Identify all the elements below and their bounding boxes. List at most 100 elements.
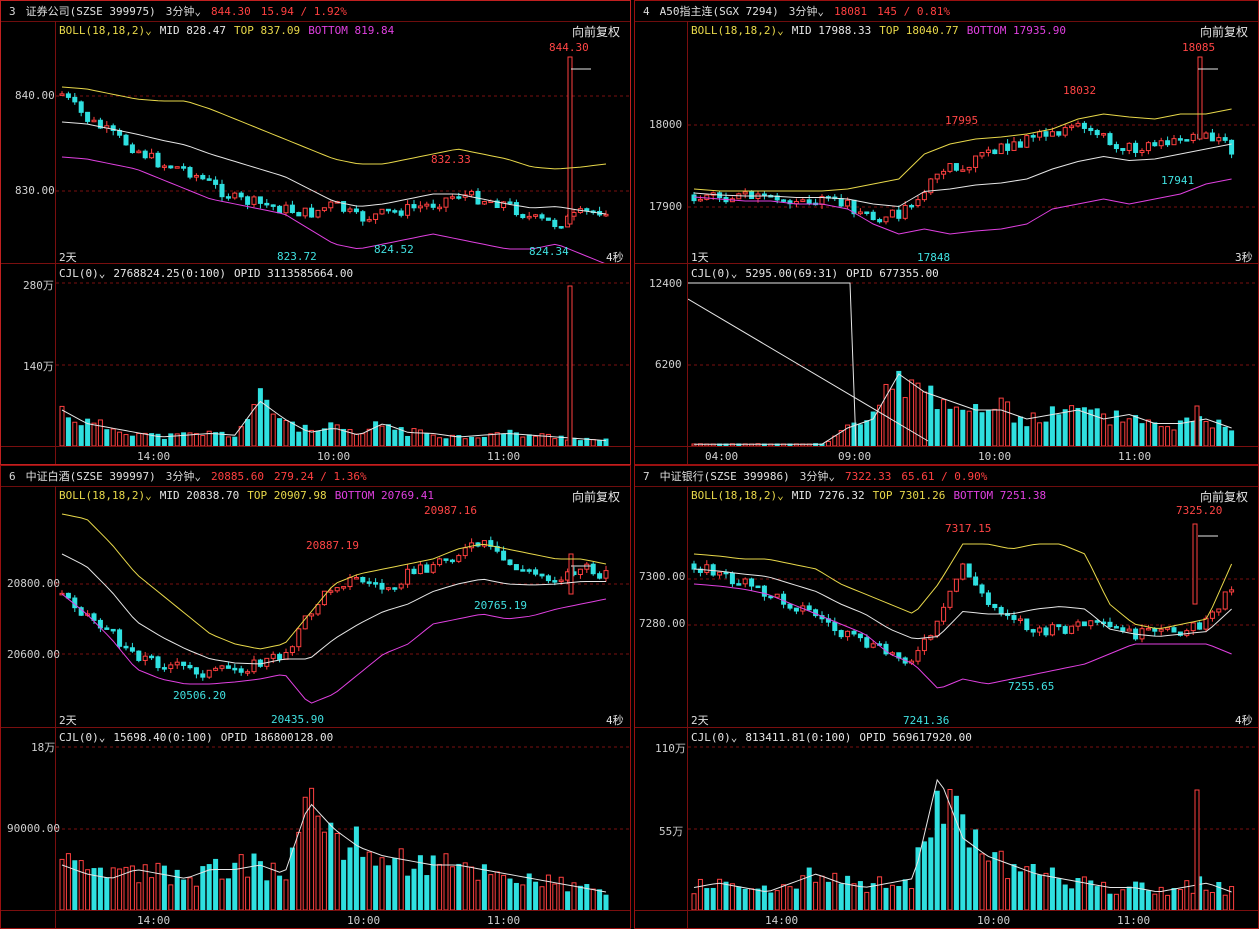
volume-bar — [526, 434, 532, 446]
cjl-selector[interactable]: CJL(0)⌄ — [59, 730, 106, 744]
adjustment-mode[interactable]: 向前复权 — [1199, 490, 1248, 504]
volume-bar — [1145, 419, 1151, 446]
candle-body — [360, 576, 366, 583]
candle-body — [136, 650, 142, 661]
candlestick-chart[interactable] — [688, 39, 1258, 263]
period-selector[interactable]: 3分钟⌄ — [788, 5, 824, 18]
chevron-down-icon[interactable]: ⌄ — [777, 488, 784, 502]
volume-bar — [813, 443, 819, 446]
chart-panel-a50[interactable]: 4 A50指主连(SGX 7294) 3分钟⌄ 18081 145 / 0.81… — [634, 0, 1259, 465]
volume-bar — [264, 399, 270, 446]
candlestick-chart[interactable] — [56, 504, 631, 728]
chevron-down-icon[interactable]: ⌄ — [777, 23, 784, 37]
chevron-down-icon[interactable]: ⌄ — [194, 5, 201, 18]
volume-bar — [1152, 893, 1158, 910]
candle-body — [960, 169, 966, 172]
chevron-down-icon[interactable]: ⌄ — [828, 470, 835, 483]
chevron-down-icon[interactable]: ⌄ — [730, 730, 738, 744]
candlestick-chart[interactable] — [56, 39, 631, 263]
volume-bar — [136, 432, 142, 446]
candle-body — [710, 564, 716, 576]
candle-body — [1056, 624, 1062, 628]
volume-bar — [155, 862, 161, 910]
candlestick-chart[interactable] — [688, 504, 1258, 728]
candle-body — [1222, 137, 1228, 141]
instrument-name[interactable]: 中证白酒 — [25, 470, 70, 483]
chevron-down-icon[interactable]: ⌄ — [145, 488, 152, 502]
volume-bar — [161, 865, 167, 910]
volume-bar — [232, 436, 238, 446]
period-selector[interactable]: 3分钟⌄ — [165, 5, 201, 18]
volume-bar — [1126, 418, 1132, 446]
volume-bar — [800, 875, 806, 910]
boll-selector[interactable]: BOLL(18,18,2)⌄ — [691, 488, 784, 502]
adjustment-mode[interactable]: 向前复权 — [571, 25, 620, 39]
adjustment-mode[interactable]: 向前复权 — [1199, 25, 1248, 39]
range-days: 2天 — [691, 714, 709, 727]
boll-selector[interactable]: BOLL(18,18,2)⌄ — [59, 488, 152, 502]
volume-chart[interactable] — [56, 281, 631, 446]
peak-label: 7317.15 — [945, 522, 992, 535]
cjl-selector[interactable]: CJL(0)⌄ — [59, 266, 106, 280]
volume-bar — [353, 826, 359, 910]
chevron-down-icon[interactable]: ⌄ — [98, 266, 106, 280]
time-tick: 14:00 — [765, 914, 799, 927]
volume-bar — [97, 867, 103, 910]
chart-panel-bank[interactable]: 7 中证银行(SZSE 399986) 3分钟⌄ 7322.33 65.61 /… — [634, 465, 1259, 929]
instrument-name[interactable]: 中证银行 — [659, 470, 704, 483]
time-tick: 11:00 — [1117, 914, 1151, 927]
volume-bar — [1081, 876, 1087, 910]
volume-bar — [697, 878, 703, 910]
volume-bar — [590, 888, 596, 910]
volume-tick: 6200 — [655, 358, 682, 371]
volume-bar — [398, 427, 404, 446]
period-selector[interactable]: 3分钟⌄ — [165, 470, 201, 483]
candle-body — [123, 645, 129, 649]
candle-body — [123, 134, 129, 146]
volume-bar — [915, 382, 921, 446]
candle-body — [928, 178, 934, 194]
period-selector[interactable]: 3分钟⌄ — [799, 470, 835, 483]
instrument-name[interactable]: 证券公司 — [25, 5, 70, 18]
volume-bar — [417, 855, 423, 910]
cjl-selector[interactable]: CJL(0)⌄ — [691, 730, 738, 744]
volume-bar — [1107, 893, 1113, 910]
volume-bar — [1056, 878, 1062, 910]
chevron-down-icon[interactable]: ⌄ — [145, 23, 152, 37]
candle-body — [213, 179, 219, 185]
volume-bar — [110, 428, 116, 446]
candle-body — [1081, 122, 1087, 129]
range-days: 2天 — [59, 251, 77, 264]
volume-tick: 18万 — [31, 741, 56, 754]
candle-body — [742, 578, 748, 585]
volume-bar — [193, 433, 199, 446]
chevron-down-icon[interactable]: ⌄ — [98, 730, 106, 744]
chart-panel-securities[interactable]: 3 证券公司(SZSE 399975) 3分钟⌄ 844.30 15.94 / … — [0, 0, 631, 465]
volume-bar — [1177, 420, 1183, 446]
candle-body — [142, 655, 148, 661]
volume-bar — [1094, 408, 1100, 446]
volume-bar — [973, 404, 979, 446]
chevron-down-icon[interactable]: ⌄ — [194, 470, 201, 483]
refresh-interval: 4秒 — [606, 251, 624, 264]
volume-chart[interactable] — [688, 745, 1258, 910]
chevron-down-icon[interactable]: ⌄ — [730, 266, 738, 280]
volume-bar — [571, 882, 577, 910]
adjustment-mode[interactable]: 向前复权 — [571, 490, 620, 504]
chevron-down-icon[interactable]: ⌄ — [817, 5, 824, 18]
instrument-name[interactable]: A50指主连 — [659, 5, 713, 18]
candle-body — [1216, 608, 1222, 613]
cjl-selector[interactable]: CJL(0)⌄ — [691, 266, 738, 280]
chart-panel-liquor[interactable]: 6 中证白酒(SZSE 399997) 3分钟⌄ 20885.60 279.24… — [0, 465, 631, 929]
candle-body — [567, 56, 573, 225]
candle-body — [552, 219, 558, 228]
volume-chart[interactable] — [688, 281, 1258, 446]
candle-body — [526, 215, 532, 219]
candle-body — [341, 586, 347, 589]
volume-chart[interactable] — [56, 745, 631, 910]
candle-body — [1177, 138, 1183, 141]
boll-selector[interactable]: BOLL(18,18,2)⌄ — [59, 23, 152, 37]
boll-selector[interactable]: BOLL(18,18,2)⌄ — [691, 23, 784, 37]
volume-bar — [168, 884, 174, 910]
opid-value: OPID 569617920.00 — [859, 730, 972, 744]
